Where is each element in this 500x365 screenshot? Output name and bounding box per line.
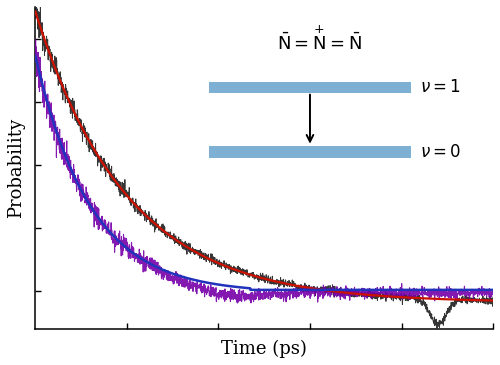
Text: $\nu = 1$: $\nu = 1$ xyxy=(420,79,461,96)
Y-axis label: Probability: Probability xyxy=(7,118,25,218)
Text: $\bar{\mathrm{N}}{=}\overset{+}{\mathrm{N}}{=}\bar{\mathrm{N}}$: $\bar{\mathrm{N}}{=}\overset{+}{\mathrm{… xyxy=(276,25,362,54)
X-axis label: Time (ps): Time (ps) xyxy=(222,340,307,358)
Text: $\nu = 0$: $\nu = 0$ xyxy=(420,143,461,161)
Bar xyxy=(210,82,410,93)
Bar xyxy=(210,146,410,158)
